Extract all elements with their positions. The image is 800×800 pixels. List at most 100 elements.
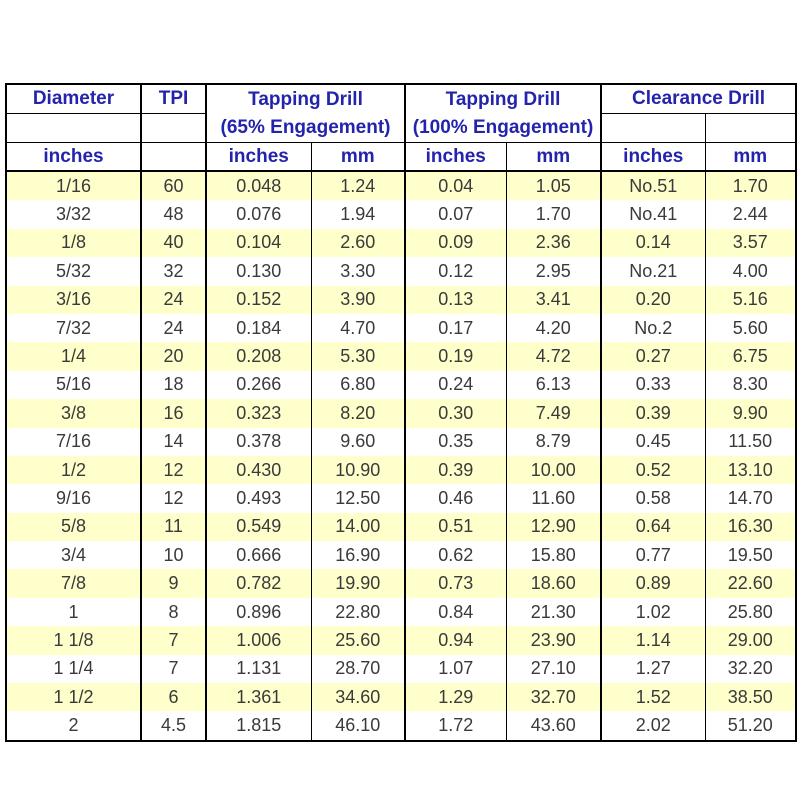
- table-cell: 18: [140, 370, 206, 400]
- header-empty-tpi: [140, 113, 206, 143]
- table-cell: 8: [140, 597, 206, 627]
- table-cell: 2.95: [505, 257, 602, 286]
- table-cell: 0.35: [404, 427, 507, 456]
- table-cell: 0.20: [600, 285, 706, 314]
- table-cell: 0.048: [205, 171, 311, 201]
- table-cell: 1 1/2: [6, 683, 141, 712]
- table-cell: 16.30: [704, 512, 797, 542]
- table-cell: 5.60: [704, 313, 797, 343]
- table-cell: 9.60: [310, 427, 406, 456]
- table-cell: 23.90: [505, 626, 602, 655]
- table-cell: 20: [140, 342, 206, 371]
- table-cell: 0.17: [404, 313, 507, 343]
- table-cell: 8.20: [310, 399, 406, 428]
- header-empty-clearance-mm: [704, 113, 797, 143]
- table-cell: 6: [140, 683, 206, 712]
- table-row: 1 1/2 6 1.361 34.60 1.29 32.70 1.52 38.50: [6, 683, 797, 712]
- table-cell: 0.378: [205, 427, 311, 456]
- table-cell: 16.90: [310, 541, 406, 570]
- table-cell: 4.72: [505, 342, 602, 371]
- table-row: 2 4.5 1.815 46.10 1.72 43.60 2.02 51.20: [6, 711, 797, 741]
- table-cell: 12: [140, 484, 206, 513]
- table-cell: 0.782: [205, 569, 311, 598]
- table-cell: 1/2: [6, 455, 141, 485]
- table-cell: 0.07: [404, 200, 507, 229]
- table-cell: 12.90: [505, 512, 602, 542]
- table-row: 3/8 16 0.323 8.20 0.30 7.49 0.39 9.90: [6, 399, 797, 428]
- table-cell: 2: [6, 711, 141, 741]
- table-cell: 19.50: [704, 541, 797, 570]
- table-cell: 3.41: [505, 285, 602, 314]
- table-cell: 34.60: [310, 683, 406, 712]
- table-cell: 0.323: [205, 399, 311, 428]
- table-cell: 10: [140, 541, 206, 570]
- unit-cell-clr-mm: mm: [704, 142, 797, 172]
- table-cell: 0.19: [404, 342, 507, 371]
- table-cell: 1/8: [6, 228, 141, 258]
- header-row-spacer: [6, 113, 797, 143]
- table-cell: 3/16: [6, 285, 141, 314]
- unit-cell-t100-inches: inches: [404, 142, 507, 172]
- table-cell: 0.666: [205, 541, 311, 570]
- table-cell: 0.09: [404, 228, 507, 258]
- table-cell: 6.75: [704, 342, 797, 371]
- table-cell: 1.361: [205, 683, 311, 712]
- table-cell: 0.89: [600, 569, 706, 598]
- table-cell: 1.14: [600, 626, 706, 655]
- table-row: 1 1/4 7 1.131 28.70 1.07 27.10 1.27 32.20: [6, 654, 797, 684]
- table-cell: 0.62: [404, 541, 507, 570]
- table-cell: 0.430: [205, 455, 311, 485]
- table-cell: 0.13: [404, 285, 507, 314]
- table-row: 1/8 40 0.104 2.60 0.09 2.36 0.14 3.57: [6, 228, 797, 258]
- table-cell: 11: [140, 512, 206, 542]
- table-cell: 0.266: [205, 370, 311, 400]
- table-row: 7/16 14 0.378 9.60 0.35 8.79 0.45 11.50: [6, 427, 797, 456]
- table-cell: 0.51: [404, 512, 507, 542]
- table-cell: 6.80: [310, 370, 406, 400]
- unit-cell-t65-inches: inches: [205, 142, 311, 172]
- table-cell: 5/8: [6, 512, 141, 542]
- table-cell: 1.815: [205, 711, 311, 741]
- table-row: 3/4 10 0.666 16.90 0.62 15.80 0.77 19.50: [6, 541, 797, 570]
- header-cell-tapping-drill-65: Tapping Drill (65% Engagement): [204, 84, 406, 143]
- table-cell: 3/4: [6, 541, 141, 570]
- table-cell: 0.27: [600, 342, 706, 371]
- table-cell: No.2: [600, 313, 706, 343]
- header-cell-clearance-drill: Clearance Drill: [600, 84, 797, 114]
- table-cell: 2.44: [704, 200, 797, 229]
- table-cell: 0.076: [205, 200, 311, 229]
- unit-cell-t65-mm: mm: [310, 142, 406, 172]
- header-cell-tapping-drill-100: Tapping Drill (100% Engagement): [404, 84, 602, 143]
- table-cell: 7/32: [6, 313, 141, 343]
- table-row: 9/16 12 0.493 12.50 0.46 11.60 0.58 14.70: [6, 484, 797, 513]
- table-cell: 3/32: [6, 200, 141, 229]
- header-row-units: inches inches mm inches mm inches mm: [6, 142, 797, 172]
- table-cell: 0.58: [600, 484, 706, 513]
- table-cell: 22.80: [310, 597, 406, 627]
- table-cell: 27.10: [505, 654, 602, 684]
- table-cell: 6.13: [505, 370, 602, 400]
- table-row: 1 1/8 7 1.006 25.60 0.94 23.90 1.14 29.00: [6, 626, 797, 655]
- table-cell: 22.60: [704, 569, 797, 598]
- table-cell: 9: [140, 569, 206, 598]
- drill-size-table-container: Diameter TPI Tapping Drill (65% Engageme…: [5, 83, 798, 742]
- drill-size-table: Diameter TPI Tapping Drill (65% Engageme…: [5, 83, 798, 742]
- table-cell: 7/8: [6, 569, 141, 598]
- table-cell: 4.00: [704, 257, 797, 286]
- table-cell: 0.04: [404, 171, 507, 201]
- table-cell: 0.184: [205, 313, 311, 343]
- table-cell: 0.493: [205, 484, 311, 513]
- table-row: 1/16 60 0.048 1.24 0.04 1.05 No.51 1.70: [6, 171, 797, 201]
- table-cell: 5.30: [310, 342, 406, 371]
- table-cell: 1: [6, 597, 141, 627]
- table-cell: 1/4: [6, 342, 141, 371]
- table-cell: 4.70: [310, 313, 406, 343]
- tapping-100-title: Tapping Drill: [445, 88, 561, 110]
- table-row: 1 8 0.896 22.80 0.84 21.30 1.02 25.80: [6, 597, 797, 627]
- table-cell: 3/8: [6, 399, 141, 428]
- table-cell: No.51: [600, 171, 706, 201]
- table-cell: 0.39: [600, 399, 706, 428]
- table-cell: 32.70: [505, 683, 602, 712]
- table-cell: 9.90: [704, 399, 797, 428]
- table-cell: 13.10: [704, 455, 797, 485]
